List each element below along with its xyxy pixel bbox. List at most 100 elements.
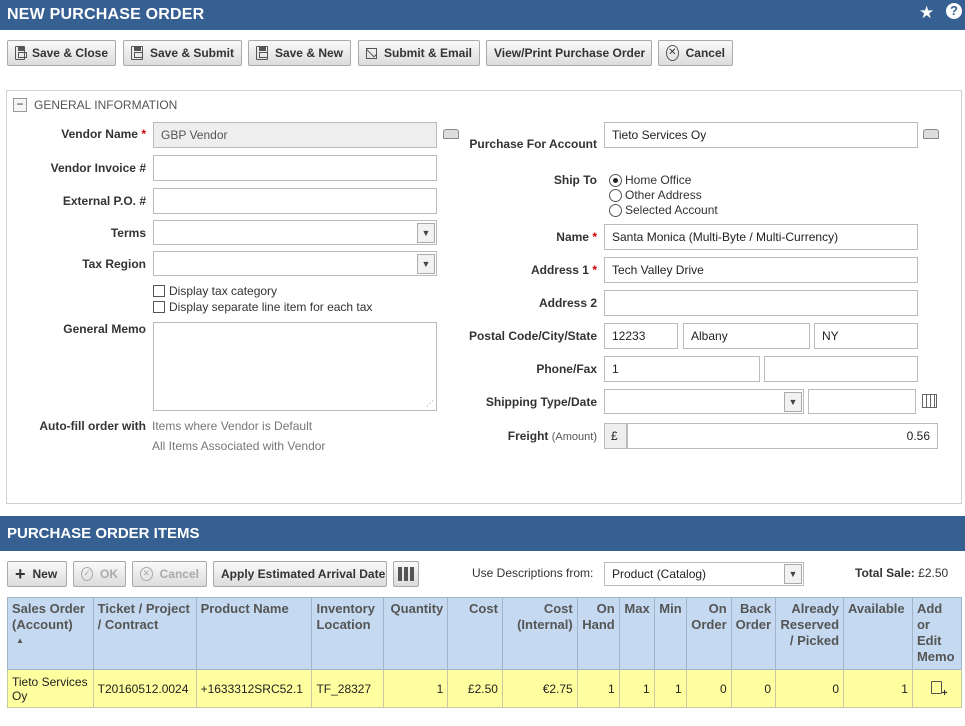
vendor-invoice-field[interactable] <box>153 155 437 181</box>
chevron-down-icon[interactable]: ▼ <box>417 223 435 243</box>
phone-field[interactable]: 1 <box>604 356 760 382</box>
terms-label: Terms <box>110 226 146 240</box>
purchase-order-items-table: Sales Order (Account) ▲ Ticket / Project… <box>7 597 963 708</box>
save-submit-button[interactable]: Save & Submit <box>123 40 242 66</box>
new-item-button[interactable]: + New <box>7 561 67 587</box>
terms-select[interactable]: ▼ <box>153 220 437 245</box>
apply-date-label: Apply Estimated Arrival Date <box>221 567 386 581</box>
vendor-name-field[interactable]: GBP Vendor <box>153 122 437 148</box>
shipping-date-field[interactable] <box>808 389 916 414</box>
column-memo[interactable]: Add or Edit Memo <box>911 597 963 670</box>
sales-order-link[interactable]: Tieto Services Oy <box>7 669 94 708</box>
display-separate-line-checkbox[interactable]: Display separate line item for each tax <box>153 300 372 314</box>
max-cell: 1 <box>618 669 655 708</box>
available-cell: 1 <box>843 669 913 708</box>
column-sales-order[interactable]: Sales Order (Account) ▲ <box>7 597 94 670</box>
collapse-icon[interactable]: − <box>13 98 27 112</box>
column-min[interactable]: Min <box>653 597 687 670</box>
ship-to-option-label: Selected Account <box>625 203 718 217</box>
autofill-label: Auto-fill order with <box>39 419 146 433</box>
general-information-header[interactable]: − GENERAL INFORMATION <box>13 98 177 112</box>
tax-region-select[interactable]: ▼ <box>153 251 437 276</box>
page-title: NEW PURCHASE ORDER <box>7 6 205 23</box>
ship-to-option-label: Home Office <box>625 173 692 187</box>
column-on-order[interactable]: On Order <box>685 597 732 670</box>
column-cost-internal[interactable]: Cost (Internal) <box>501 597 578 670</box>
shipping-type-select[interactable]: ▼ <box>604 389 804 414</box>
checkbox-box[interactable] <box>153 285 165 297</box>
column-chooser-button[interactable] <box>393 561 419 587</box>
tax-region-label: Tax Region <box>82 257 146 271</box>
column-back-order[interactable]: Back Order <box>730 597 777 670</box>
column-inventory-location[interactable]: Inventory Location <box>311 597 385 670</box>
help-icon[interactable]: ? <box>946 3 962 19</box>
radio-icon[interactable] <box>609 203 622 217</box>
account-picker-icon[interactable] <box>923 129 939 139</box>
display-tax-category-checkbox[interactable]: Display tax category <box>153 284 277 298</box>
cancel-button[interactable]: ✕ Cancel <box>658 40 733 66</box>
column-on-hand[interactable]: On Hand <box>576 597 620 670</box>
shipping-type-date-label: Shipping Type/Date <box>485 395 597 409</box>
column-already-reserved[interactable]: Already Reserved / Picked <box>775 597 845 670</box>
save-submit-icon <box>131 46 143 60</box>
ship-name-field[interactable]: Santa Monica (Multi-Byte / Multi-Currenc… <box>604 224 918 250</box>
table-header-row: Sales Order (Account) ▲ Ticket / Project… <box>7 597 963 670</box>
phone-fax-label: Phone/Fax <box>536 362 597 376</box>
purchase-for-account-field[interactable]: Tieto Services Oy <box>604 122 918 148</box>
address1-field[interactable]: Tech Valley Drive <box>604 257 918 283</box>
column-available[interactable]: Available <box>843 597 913 670</box>
vendor-name-label: Vendor Name * <box>61 127 146 141</box>
address2-field[interactable] <box>604 290 918 316</box>
radio-selected-icon[interactable] <box>609 173 622 187</box>
chevron-down-icon[interactable]: ▼ <box>784 392 802 412</box>
item-cancel-button[interactable]: ✕ Cancel <box>132 561 207 587</box>
autofill-option-all-items[interactable]: All Items Associated with Vendor <box>152 439 326 453</box>
table-row[interactable]: Tieto Services Oy T20160512.0024 +163331… <box>7 669 963 708</box>
star-icon[interactable]: ★ <box>919 3 935 22</box>
column-quantity[interactable]: Quantity <box>383 597 449 670</box>
inventory-location-cell: TF_28327 <box>311 669 385 708</box>
external-po-field[interactable] <box>153 188 437 214</box>
ship-to-label: Ship To <box>553 173 597 187</box>
save-close-button[interactable]: Save & Close <box>7 40 116 66</box>
purchase-for-account-label: Purchase For Account <box>469 137 597 151</box>
vendor-invoice-label: Vendor Invoice # <box>50 161 146 175</box>
autofill-option-default-vendor[interactable]: Items where Vendor is Default <box>152 419 313 433</box>
check-icon: ✓ <box>81 567 93 581</box>
ok-button[interactable]: ✓ OK <box>73 561 126 587</box>
ship-to-option-label: Other Address <box>625 188 702 202</box>
save-new-button[interactable]: Save & New <box>248 40 351 66</box>
add-memo-icon[interactable] <box>931 680 947 699</box>
general-memo-field[interactable]: ⋰ <box>153 322 437 411</box>
resize-grip-icon[interactable]: ⋰ <box>426 399 434 408</box>
ship-to-selected-account-radio[interactable]: Selected Account <box>609 203 718 217</box>
radio-icon[interactable] <box>609 188 622 202</box>
calendar-icon[interactable] <box>922 394 937 408</box>
address2-label: Address 2 <box>538 296 597 310</box>
ticket-link[interactable]: T20160512.0024 <box>92 669 197 708</box>
fax-field[interactable] <box>764 356 918 382</box>
submit-email-button[interactable]: Submit & Email <box>358 40 480 66</box>
sort-ascending-icon[interactable]: ▲ <box>16 636 24 645</box>
city-field[interactable]: Albany <box>683 323 810 349</box>
checkbox-box[interactable] <box>153 301 165 313</box>
column-product-name[interactable]: Product Name <box>195 597 313 670</box>
plus-icon: + <box>15 564 26 584</box>
total-sale: Total Sale: £2.50 <box>855 566 948 580</box>
column-cost[interactable]: Cost <box>447 597 503 670</box>
freight-amount-field[interactable]: 0.56 <box>627 423 938 449</box>
apply-estimated-arrival-date-button[interactable]: Apply Estimated Arrival Date <box>213 561 387 587</box>
address1-label: Address 1 * <box>530 263 597 277</box>
view-print-button[interactable]: View/Print Purchase Order <box>486 40 652 66</box>
column-max[interactable]: Max <box>618 597 655 670</box>
postal-code-field[interactable]: 12233 <box>604 323 678 349</box>
chevron-down-icon[interactable]: ▼ <box>784 564 802 584</box>
column-ticket[interactable]: Ticket / Project / Contract <box>92 597 197 670</box>
use-descriptions-select[interactable]: Product (Catalog) ▼ <box>604 562 804 586</box>
state-field[interactable]: NY <box>814 323 918 349</box>
chevron-down-icon[interactable]: ▼ <box>417 254 435 274</box>
vendor-picker-icon[interactable] <box>443 129 459 139</box>
reserved-cell: 0 <box>775 669 845 708</box>
ship-to-home-office-radio[interactable]: Home Office <box>609 173 691 187</box>
ship-to-other-address-radio[interactable]: Other Address <box>609 188 702 202</box>
